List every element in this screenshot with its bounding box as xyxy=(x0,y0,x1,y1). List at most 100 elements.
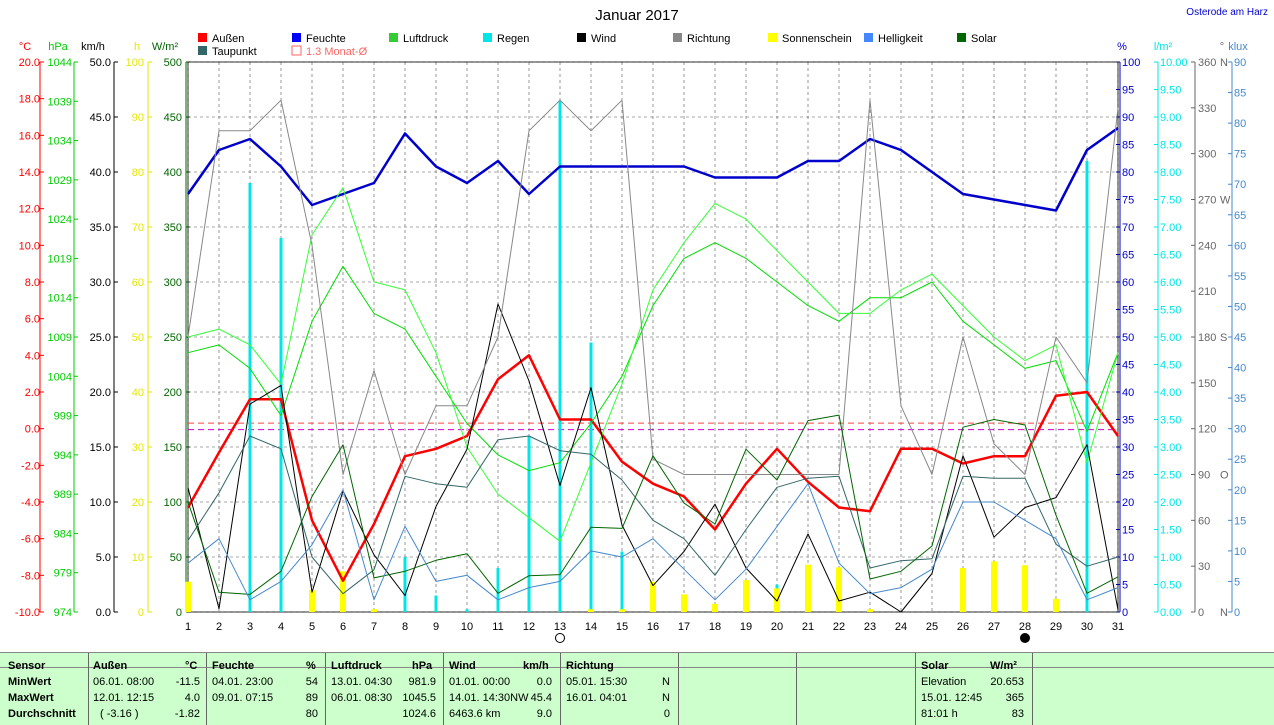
plot-area xyxy=(185,61,1120,613)
wind-title: Wind xyxy=(449,660,476,672)
legend-label: Taupunkt xyxy=(212,46,257,58)
x-tick-label: 13 xyxy=(554,621,566,633)
y-tick-label: 0 xyxy=(176,607,182,619)
y-tick-label: 999 xyxy=(54,411,72,423)
aussen-avg-extra: ( -3.16 ) xyxy=(100,708,139,720)
y-tick-label: 15.0 xyxy=(90,442,111,454)
x-tick-label: 18 xyxy=(709,621,721,633)
direction-cardinal-label: O xyxy=(1220,470,1229,482)
feuchte-title: Feuchte xyxy=(212,660,255,672)
bar-sonnenschein xyxy=(1022,565,1028,612)
y-tick-label: 10 xyxy=(1234,546,1246,558)
bar-sonnenschein xyxy=(309,590,315,612)
stats-footer: Sensor MinWert MaxWert Durchschnitt Auße… xyxy=(0,652,1274,725)
y-tick-label: 45.0 xyxy=(90,112,111,124)
y-axis-solar: W/m² 0 50 100 150 200 250 300 350 400 450 500 xyxy=(152,41,190,619)
bar-sonnenschein xyxy=(991,561,997,612)
y-tick-label: 40 xyxy=(132,387,144,399)
luftdruck-unit: hPa xyxy=(412,660,433,672)
y-axis-rain: l/m² 0.00 0.50 1.00 1.50 2.00 2.50 3.00 3.50 4.00… xyxy=(1154,41,1188,619)
y-tick-label: 1034 xyxy=(48,136,72,148)
y-tick-label: -4.0 xyxy=(21,497,40,509)
y-tick-label: 45 xyxy=(1122,360,1134,372)
y-tick-label: 4.50 xyxy=(1160,360,1181,372)
x-tick-label: 5 xyxy=(309,621,315,633)
y-tick-label: 984 xyxy=(54,528,72,540)
y-tick-label: 80 xyxy=(132,167,144,179)
y-tick-label: 75 xyxy=(1234,149,1246,161)
bar-regen xyxy=(465,609,469,612)
y-tick-label: 3.00 xyxy=(1160,442,1181,454)
legend-label: Luftdruck xyxy=(403,33,449,45)
y-tick-label: 90 xyxy=(1122,112,1134,124)
y-tick-label: 14.0 xyxy=(19,167,40,179)
y-tick-label: 12.0 xyxy=(19,204,40,216)
series-line-helligkeit xyxy=(187,483,1119,601)
bar-regen xyxy=(248,183,252,612)
x-tick-label: 21 xyxy=(802,621,814,633)
aussen-max-val: 4.0 xyxy=(184,692,200,704)
y-tick-label: 1004 xyxy=(48,371,72,383)
y-tick-label: 100 xyxy=(126,57,144,69)
y-axis-humidity: % 0 5 10 15 20 25 30 35 40 45 50 55 60 65 70 75 80 85 90 95 1… xyxy=(1116,41,1140,619)
aussen-avg-val: -1.82 xyxy=(174,708,200,720)
x-tick-label: 22 xyxy=(833,621,845,633)
legend-swatch xyxy=(291,45,302,56)
x-tick-label: 17 xyxy=(678,621,690,633)
y-tick-label: 60 xyxy=(132,277,144,289)
max-label: MaxWert xyxy=(8,692,54,704)
y-tick-label: 85 xyxy=(1122,140,1134,152)
y-tick-label: 2.00 xyxy=(1160,497,1181,509)
x-tick-label: 2 xyxy=(216,621,222,633)
aussen-max-date: 12.01. 12:15 xyxy=(93,692,155,704)
solar-min-val: 20.653 xyxy=(990,676,1024,688)
y-tick-label: -8.0 xyxy=(21,570,40,582)
y-tick-label: 270 xyxy=(1198,195,1216,207)
y-tick-label: 70 xyxy=(1234,179,1246,191)
y-tick-label: 6.0 xyxy=(25,314,40,326)
direction-cardinal-label: S xyxy=(1220,332,1227,344)
new-moon-icon xyxy=(1020,633,1030,643)
y-tick-label: 50.0 xyxy=(90,57,111,69)
y-tick-label: 5.0 xyxy=(96,552,111,564)
y-tick-label: 40.0 xyxy=(90,167,111,179)
legend-label: Richtung xyxy=(687,33,730,45)
luftdruck-min-date: 13.01. 04:30 xyxy=(331,676,393,688)
y-tick-label: 60 xyxy=(1234,240,1246,252)
wind-min-date: 01.01. 00:00 xyxy=(449,676,511,688)
bar-regen xyxy=(279,238,283,612)
y-tick-label: 0 xyxy=(1122,607,1128,619)
bar-sonnenschein xyxy=(836,567,842,612)
direction-cardinal-label: N xyxy=(1220,57,1228,69)
full-moon-icon xyxy=(555,633,565,643)
x-tick-label: 25 xyxy=(926,621,938,633)
y-tick-label: 500 xyxy=(164,57,182,69)
y-tick-label: 40 xyxy=(1122,387,1134,399)
legend-swatch xyxy=(673,33,682,42)
x-tick-label: 19 xyxy=(740,621,752,633)
x-tick-label: 1 xyxy=(185,621,191,633)
luftdruck-title: Luftdruck xyxy=(331,660,382,672)
y-tick-label: 0.00 xyxy=(1160,607,1181,619)
direction-cardinal-label: N xyxy=(1220,607,1228,619)
y-tick-label: 8.50 xyxy=(1160,140,1181,152)
y-tick-label: 20.0 xyxy=(19,57,40,69)
y-tick-label: 0.50 xyxy=(1160,580,1181,592)
y-tick-label: 65 xyxy=(1122,250,1134,262)
aussen-min-val: -11.5 xyxy=(175,676,200,688)
y-tick-label: 10.0 xyxy=(90,497,111,509)
y-tick-label: 330 xyxy=(1198,103,1216,115)
x-tick-label: 23 xyxy=(864,621,876,633)
y-tick-label: 60 xyxy=(1122,277,1134,289)
bar-regen xyxy=(589,342,593,612)
x-tick-label: 9 xyxy=(433,621,439,633)
y-tick-label: 50 xyxy=(1234,301,1246,313)
bar-regen xyxy=(558,100,562,612)
legend-label: Wind xyxy=(591,33,616,45)
y-tick-label: 50 xyxy=(170,552,182,564)
y-tick-label: 6.50 xyxy=(1160,250,1181,262)
y-tick-label: 50 xyxy=(132,332,144,344)
y-tick-label: 450 xyxy=(164,112,182,124)
y-tick-label: 10 xyxy=(132,552,144,564)
x-tick-label: 14 xyxy=(585,621,597,633)
